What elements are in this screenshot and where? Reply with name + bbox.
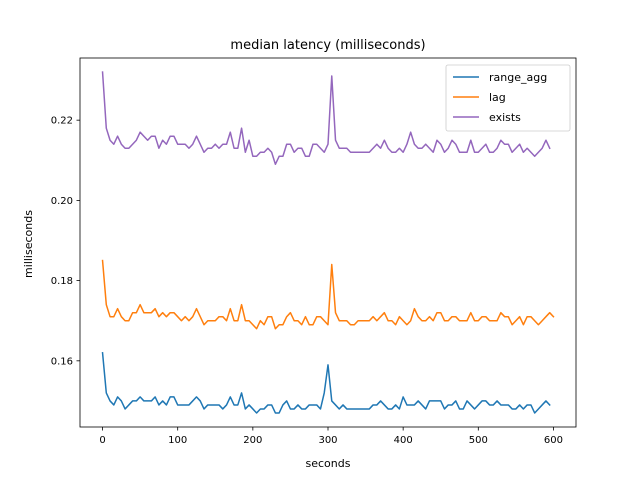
chart-title: median latency (milliseconds) <box>230 38 425 53</box>
y-tick-label: 0.18 <box>51 276 73 287</box>
y-tick-label: 0.16 <box>51 356 73 367</box>
x-tick-label: 300 <box>318 435 337 446</box>
x-tick-label: 600 <box>544 435 563 446</box>
legend-label-lag: lag <box>489 91 506 104</box>
series-line-range_agg <box>101 351 551 414</box>
x-tick-label: 500 <box>469 435 488 446</box>
x-axis-label: seconds <box>306 457 351 470</box>
y-tick-label: 0.20 <box>51 196 73 207</box>
legend-label-range_agg: range_agg <box>489 71 547 84</box>
legend-box <box>445 64 571 132</box>
series-line-lag <box>101 259 555 330</box>
x-tick-label: 100 <box>168 435 187 446</box>
y-axis-label: milliseconds <box>22 210 35 278</box>
x-tick-label: 0 <box>99 435 105 446</box>
x-tick-label: 200 <box>243 435 262 446</box>
series-layer <box>101 71 555 414</box>
y-tick-label: 0.22 <box>51 116 73 127</box>
axes-layer: 0 100 200 300 400 500 600 0.16 0.18 0.20 0.22 <box>51 57 577 446</box>
series-line-exists <box>101 71 551 166</box>
legend-label-exists: exists <box>489 111 521 124</box>
x-tick-label: 400 <box>394 435 413 446</box>
